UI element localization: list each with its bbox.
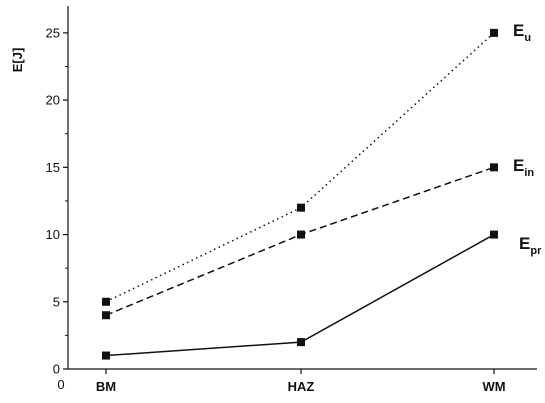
data-point (490, 28, 498, 37)
axes (63, 6, 537, 374)
y-tick-label: 25 (46, 25, 60, 40)
y-tick-label: 15 (46, 160, 60, 175)
data-point (297, 203, 305, 212)
y-tick-label: 20 (46, 93, 60, 108)
series-line-pr (105, 233, 495, 357)
y-tick-label: 5 (53, 294, 60, 309)
series-line-in (105, 166, 495, 316)
series-lines (102, 28, 498, 360)
y-tick-label: 0 (53, 362, 60, 377)
data-point (490, 163, 498, 172)
data-point (490, 230, 498, 239)
data-point (102, 297, 110, 306)
x-category-label: HAZ (288, 379, 315, 394)
series-line-u (105, 32, 495, 303)
y-tick-label: 10 (46, 227, 60, 242)
data-point (297, 338, 305, 347)
data-point (102, 311, 110, 320)
series-label-in: Ein (513, 156, 534, 179)
series-label-u: Eu (513, 21, 531, 44)
data-point (297, 230, 305, 239)
labels: 0 5 10 15 20 25 0 BM HAZ WM E[J] Eu Ein Epr (10, 21, 542, 394)
data-point (102, 351, 110, 360)
y-axis-title: E[J] (10, 48, 25, 73)
x-category-label: WM (482, 379, 505, 394)
series-label-pr: Epr (519, 234, 542, 257)
x-origin-label: 0 (57, 377, 64, 392)
x-category-label: BM (96, 379, 116, 394)
